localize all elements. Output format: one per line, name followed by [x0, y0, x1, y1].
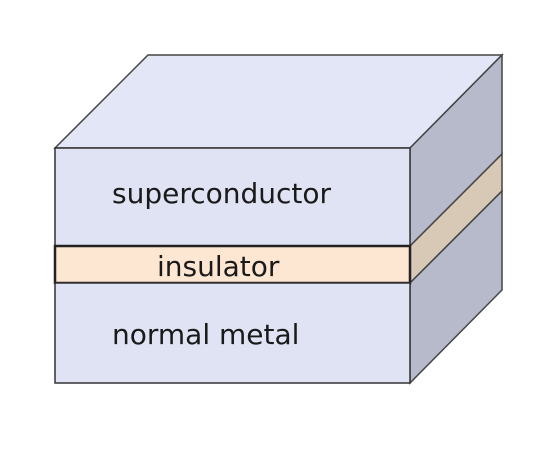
- superconductor-front-face: [54, 147, 411, 247]
- normal-metal-front-face: [54, 282, 411, 384]
- insulator-front-face: [53, 244, 412, 285]
- insulator-label: insulator: [157, 250, 280, 283]
- superconductor-label: superconductor: [112, 177, 332, 210]
- normal-metal-label: normal metal: [112, 318, 299, 351]
